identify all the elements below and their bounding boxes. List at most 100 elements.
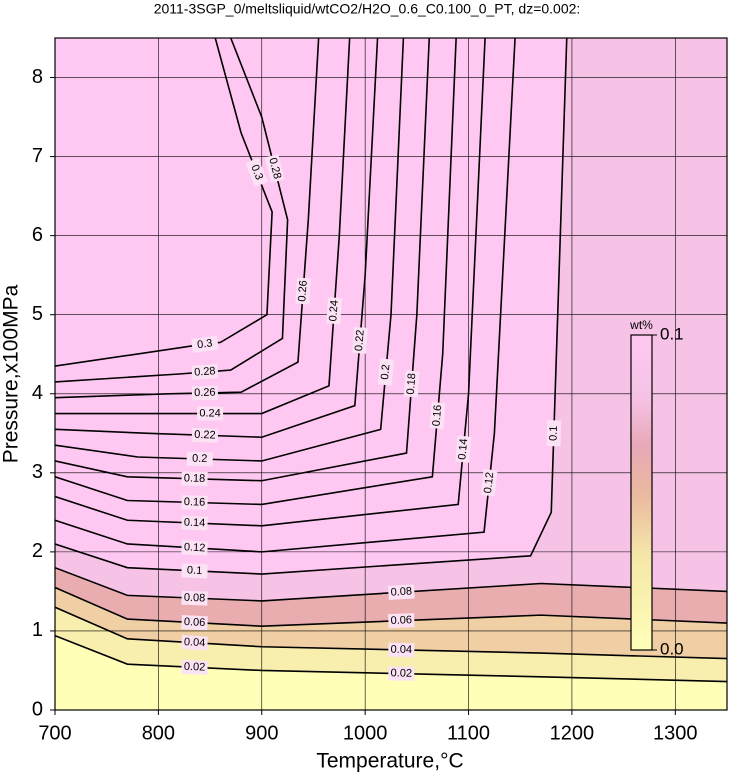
y-tick-label: 3	[32, 461, 43, 483]
contour-label: 0.18	[184, 472, 206, 485]
contour-label-bg	[181, 515, 208, 531]
contour-label-bg	[387, 584, 415, 600]
y-tick-label: 1	[32, 619, 43, 641]
contour-line	[55, 38, 351, 415]
contour-label: 0.22	[194, 429, 216, 442]
contour-line	[55, 38, 431, 482]
contour-line	[55, 606, 727, 660]
x-axis-label: Temperature,°C	[316, 750, 463, 773]
contour-label-bg	[181, 471, 208, 487]
contour-label: 0.22	[353, 329, 367, 351]
contour-label: 0.04	[390, 644, 412, 656]
contour-label-bg	[326, 297, 343, 325]
x-tick-label: 1100	[447, 722, 490, 744]
x-tick-label: 900	[245, 722, 278, 744]
y-axis-label: Pressure,x100MPa	[0, 284, 23, 463]
y-tick-label: 0	[32, 698, 43, 720]
contour-label: 0.06	[184, 616, 206, 629]
contour-label-bg	[480, 469, 498, 497]
contour-label-bg	[377, 358, 394, 386]
contour-label-bg	[403, 370, 420, 398]
contour-label: 0.3	[248, 163, 265, 182]
contour-label-bg	[181, 563, 208, 579]
x-tick-label: 1000	[343, 722, 388, 744]
contour-label: 0.1	[547, 425, 559, 441]
x-tick-label: 700	[38, 722, 71, 744]
plot-area: 0.02 0.02 0.04 0.04 0.06 0.06 0.08 0.08 0.1 0.1 0.…	[55, 38, 727, 710]
contour-label-bg	[181, 590, 208, 606]
contour-label: 0.08	[184, 592, 206, 605]
contour-label: 0.1	[187, 564, 203, 577]
contour-label-bg	[181, 659, 208, 675]
contour-label: 0.12	[482, 471, 496, 494]
contour-label: 0.26	[296, 280, 310, 302]
contour-label-bg	[181, 495, 208, 510]
x-tick-label: 800	[142, 722, 175, 744]
contour-label-bg	[181, 540, 208, 556]
contour-line	[55, 38, 516, 553]
contour-label: 0.28	[194, 365, 216, 379]
contour-line	[55, 38, 320, 399]
contour-label: 0.26	[194, 387, 216, 399]
contour-label: 0.2	[379, 364, 392, 380]
contour-label-bg	[546, 420, 562, 447]
contour-label: 0.06	[390, 614, 412, 627]
contour-region	[55, 38, 727, 710]
contour-label: 0.24	[199, 407, 220, 419]
contour-label-bg	[245, 157, 268, 188]
plot-frame	[54, 37, 728, 711]
contour-label-bg	[351, 326, 368, 354]
contour-label-bg	[186, 451, 213, 467]
contour-line	[55, 566, 727, 602]
contour-label: 0.16	[431, 404, 445, 426]
y-tick-label: 7	[32, 145, 43, 167]
contour-label-bg	[429, 401, 446, 430]
contour-label: 0.04	[184, 636, 206, 649]
contour-line	[55, 38, 568, 575]
colorbar-tick-label: 0.0	[660, 639, 684, 658]
contour-label-bg	[295, 277, 312, 305]
contour-label-bg	[191, 427, 219, 443]
contour-label: 0.3	[197, 337, 214, 351]
contour-label: 0.28	[266, 157, 283, 181]
contour-label-bg	[191, 364, 219, 380]
contour-label: 0.14	[456, 438, 470, 460]
contour-label: 0.12	[184, 541, 206, 554]
contour-line	[55, 634, 727, 683]
contour-line	[55, 38, 405, 462]
contour-label-bg	[181, 635, 208, 651]
contour-label: 0.02	[390, 667, 412, 679]
colorbar-label: wt%	[629, 318, 653, 332]
x-tick-label: 1300	[653, 722, 698, 744]
y-tick-label: 8	[32, 66, 43, 88]
contour-line	[55, 38, 289, 383]
colorbar-tick-label: 0.1	[660, 324, 684, 343]
y-tick-label: 4	[32, 382, 43, 404]
contour-label-bg	[264, 154, 285, 183]
contour-label-bg	[181, 614, 208, 631]
contour-label-bg	[388, 613, 415, 629]
contour-label: 0.24	[327, 300, 340, 322]
contour-label: 0.2	[192, 453, 208, 465]
y-tick-label: 6	[32, 224, 43, 246]
contour-label: 0.08	[390, 585, 412, 598]
chart-title: 2011-3SGP_0/meltsliquid/wtCO2/H2O_0.6_C0…	[154, 1, 581, 17]
contour-label-bg	[197, 406, 224, 421]
contour-label: 0.18	[405, 373, 419, 395]
colorbar	[630, 334, 653, 651]
contour-region	[55, 635, 727, 710]
contour-label: 0.14	[184, 516, 206, 529]
contour-line	[55, 38, 457, 506]
y-tick-label: 5	[32, 303, 43, 325]
contour-label-bg	[455, 435, 472, 463]
contour-label: 0.16	[184, 496, 206, 509]
overlay: 700 800 900 1000 1100 1200 1300 0 1 2 3 4 5 6 7 8 wt% 0.0…	[32, 37, 728, 744]
contour-line	[55, 38, 273, 367]
contour-line	[55, 586, 727, 627]
contour-label-bg	[191, 385, 219, 401]
contour-label-bg	[388, 642, 415, 658]
x-tick-label: 1200	[550, 722, 595, 744]
y-tick-label: 2	[32, 540, 43, 562]
contour-label-bg	[388, 666, 415, 681]
